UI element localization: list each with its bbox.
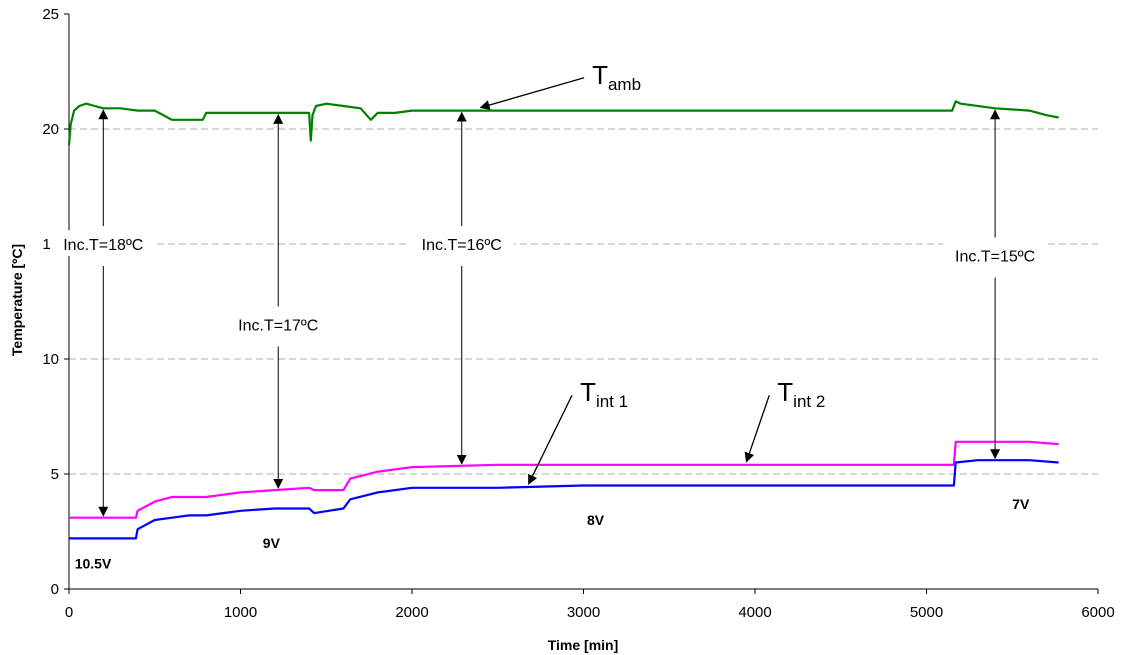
voltage-label: 10.5V [75,556,112,572]
series-label: Tint 1 [580,377,628,411]
annotation-label-bg [51,230,156,256]
series-lines [67,100,1059,540]
x-tick-label: 4000 [738,604,771,621]
annotation-label: Inc.T=18ºC [63,237,143,254]
x-tick-label: 0 [65,604,73,621]
series-label-arrow [744,394,770,463]
annotation-label: Inc.T=16ºC [422,237,502,254]
series-label: Tamb [592,60,641,94]
series-line-t_int-1 [69,459,1059,540]
y-axis-title: Temperature [ºC] [9,244,25,356]
series-label-sub: amb [608,75,641,94]
series-label-sub: int 1 [596,392,628,411]
annotation-arrows [51,77,1048,517]
annotation-label-bg [409,230,514,256]
x-tick-label: 5000 [910,604,943,621]
series-label: Tint 2 [777,377,825,411]
x-tick-label: 3000 [567,604,600,621]
annotation-label: Inc.T=15ºC [955,249,1035,266]
gridlines [69,128,1098,475]
series-label-arrow [479,77,585,110]
x-tick-label: 2000 [395,604,428,621]
series-line-t_int-2 [69,440,1059,519]
x-axis-title: Time [min] [548,637,619,653]
voltage-label: 7V [1012,496,1030,512]
x-tick-label: 1000 [224,604,257,621]
series-label-arrow [528,394,573,485]
series-line-t_amb [67,100,1059,146]
y-tick-label: 25 [42,6,59,23]
series-label-sub: int 2 [793,392,825,411]
y-tick-label: 0 [51,581,59,598]
series-label-main: T [580,377,596,407]
annotation-label-bg [226,310,331,337]
annotation-label: Inc.T=17ºC [238,318,318,335]
y-tick-label: 20 [42,121,59,138]
series-label-main: T [592,60,608,90]
x-tick-label: 6000 [1081,604,1114,621]
annotation-label-bg [943,241,1048,268]
voltage-label: 8V [587,512,605,528]
voltage-label: 9V [263,535,281,551]
chart-labels: Inc.T=18ºC Inc.T=17ºC Inc.T=16ºC Inc.T=15ºC… [63,60,1035,572]
y-tick-label: 10 [42,351,59,368]
y-tick-label: 5 [51,466,59,483]
series-label-main: T [777,377,793,407]
